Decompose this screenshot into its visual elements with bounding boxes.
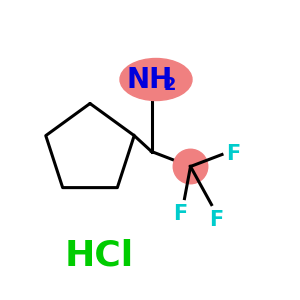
Text: F: F xyxy=(209,210,223,230)
Text: 2: 2 xyxy=(163,76,176,94)
Text: NH: NH xyxy=(127,65,173,94)
Ellipse shape xyxy=(120,58,192,100)
Text: F: F xyxy=(226,145,241,164)
Ellipse shape xyxy=(173,149,208,184)
Text: F: F xyxy=(173,204,187,224)
Text: HCl: HCl xyxy=(64,238,134,272)
